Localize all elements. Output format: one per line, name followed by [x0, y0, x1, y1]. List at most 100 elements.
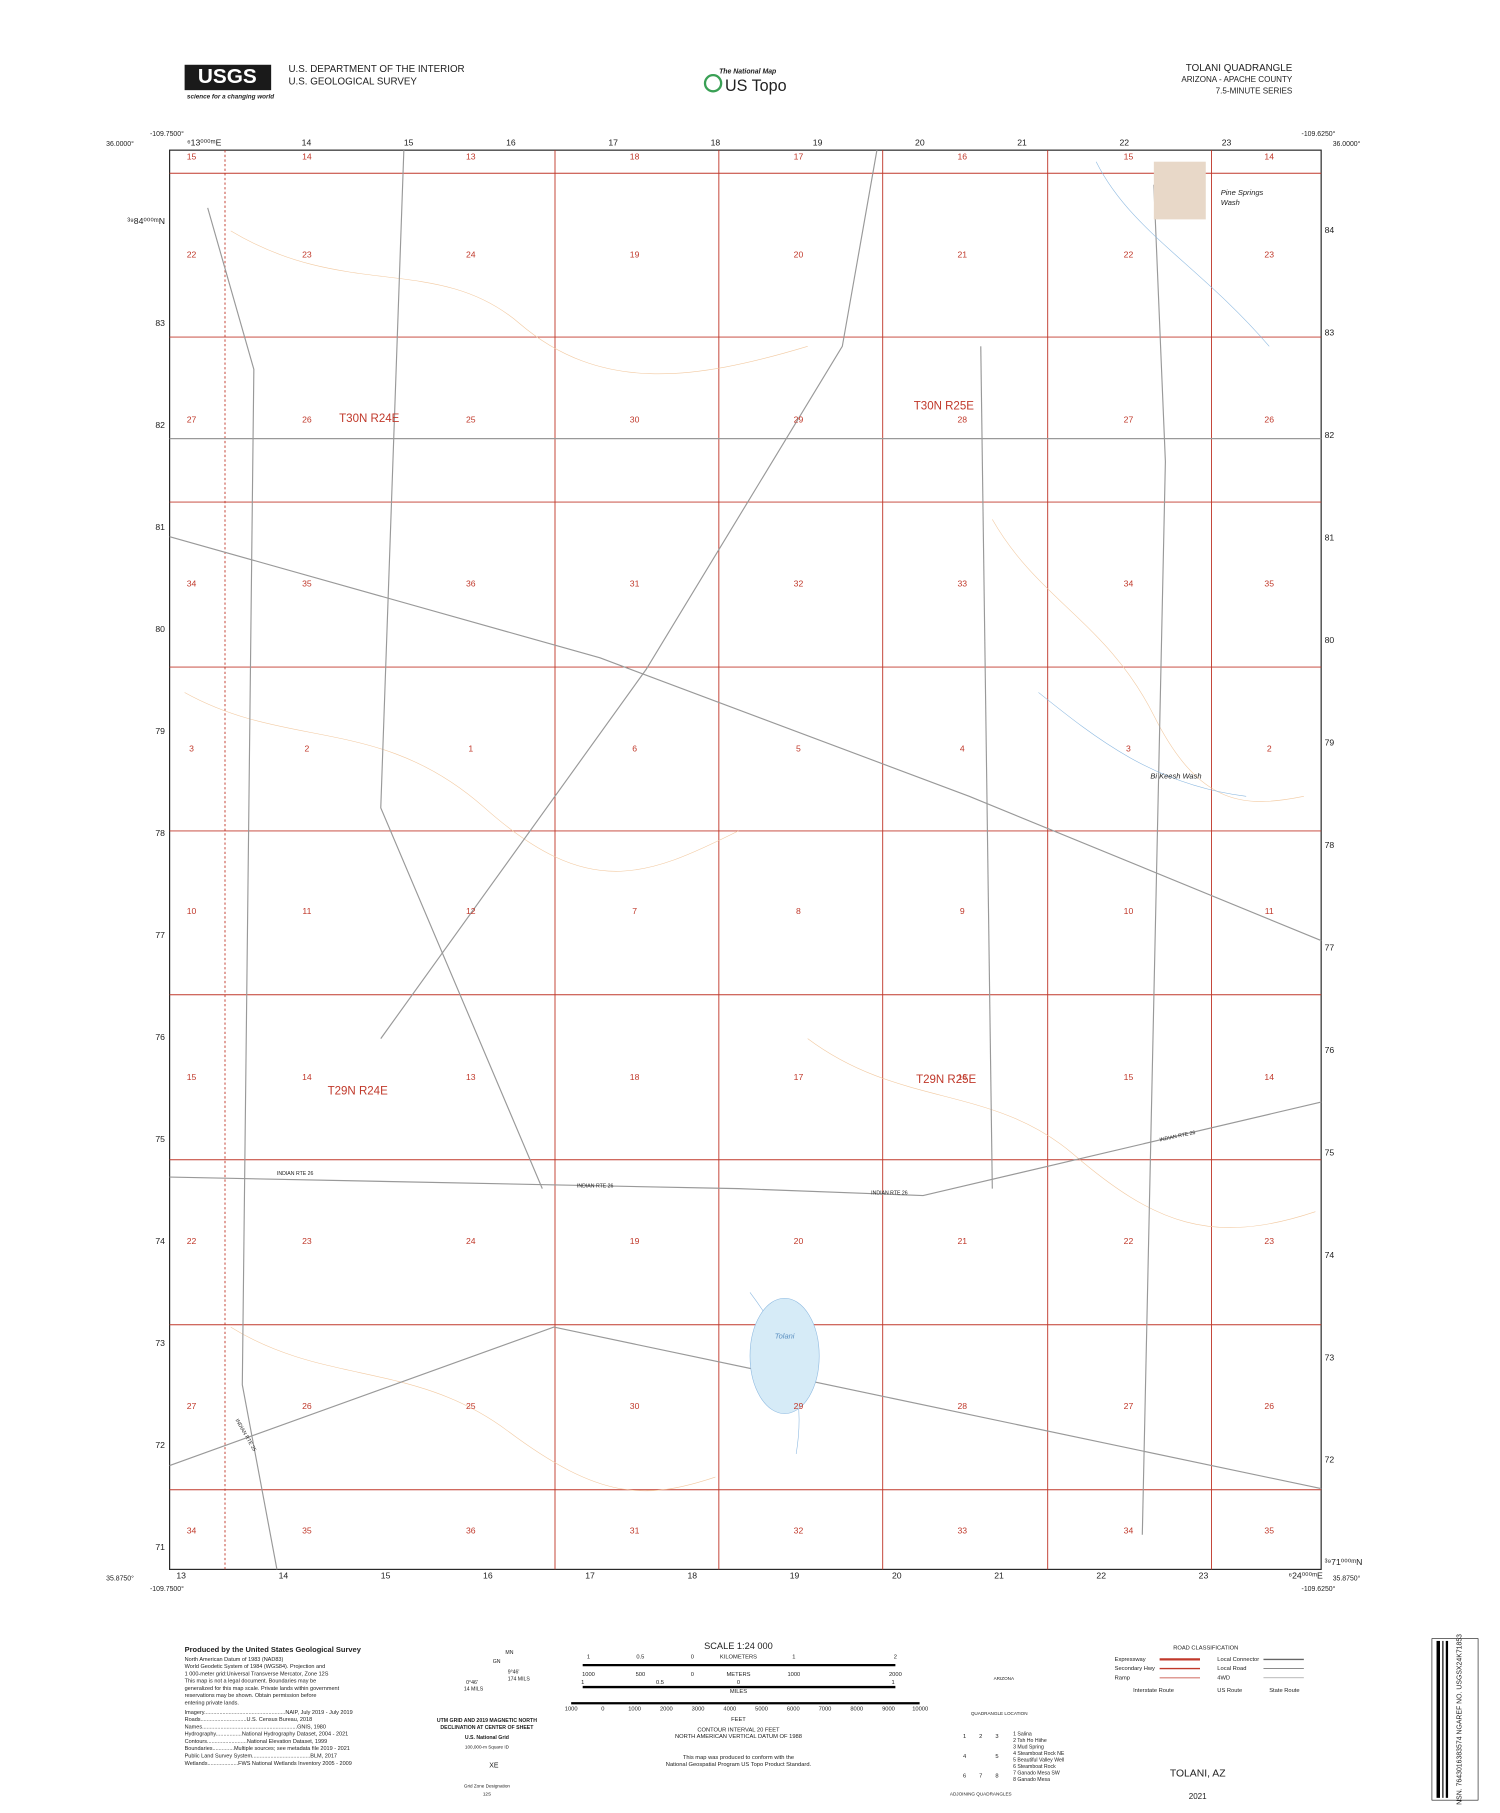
northing-label: 78 [155, 828, 165, 838]
declination: 14 MILS [464, 1687, 484, 1693]
section-number: 14 [1264, 1072, 1274, 1082]
section-number: 16 [957, 151, 967, 161]
easting-label: 14 [302, 138, 312, 148]
road-class: Local Connector [1217, 1657, 1259, 1663]
adjoining-cell: 2 [979, 1734, 982, 1740]
adjoining-cell: 6 [963, 1773, 966, 1779]
adjoining-name: 5 Beautiful Valley Well [1013, 1758, 1064, 1764]
credit: Contours..........................Nation… [185, 1739, 328, 1745]
corner-coord: -109.7500° [150, 130, 184, 138]
easting-label: 13 [176, 1571, 186, 1581]
road-class: Expressway [1115, 1657, 1146, 1663]
section-number: 34 [187, 578, 197, 588]
section-number: 23 [1264, 1236, 1274, 1246]
contour-note: NORTH AMERICAN VERTICAL DATUM OF 1988 [675, 1734, 802, 1740]
scale-number: 6000 [787, 1707, 800, 1713]
section-number: 15 [1124, 151, 1134, 161]
location-state: ARIZONA [994, 1676, 1015, 1681]
road-class: 4WD [1217, 1675, 1230, 1681]
section-number: 27 [187, 414, 197, 424]
adjoining-cell: 7 [979, 1773, 982, 1779]
section-number: 35 [302, 578, 312, 588]
section-number: 23 [302, 1236, 312, 1246]
northing-label: 77 [155, 930, 165, 940]
section-number: 15 [187, 151, 197, 161]
section-number: 2 [305, 743, 310, 753]
section-number: 27 [1124, 414, 1134, 424]
adjoining-cell: 3 [995, 1734, 998, 1740]
usng: XE [489, 1762, 499, 1769]
barcode-text: NSN. 7643016383574 NGAREF NO. USGSX24K71… [1456, 1634, 1463, 1805]
section-number: 11 [1265, 906, 1274, 916]
scale-number: 1000 [565, 1707, 578, 1713]
section-number: 35 [1264, 578, 1274, 588]
ustopo-logo [703, 73, 723, 93]
section-number: 23 [1264, 249, 1274, 259]
scale-number: 2000 [889, 1672, 902, 1678]
usgs-logo-box [184, 64, 272, 91]
road-class: Secondary Hwy [1115, 1666, 1155, 1672]
scale-number: 500 [636, 1672, 646, 1678]
note: This map is not a legal document. Bounda… [185, 1679, 317, 1685]
declination: MN [505, 1650, 513, 1656]
section-number: 31 [630, 578, 640, 588]
easting-label: 23 [1199, 1571, 1209, 1581]
section-number: 28 [957, 1401, 967, 1411]
logo: USGS [198, 65, 257, 88]
section-number: 34 [187, 1526, 197, 1536]
adjoining-name: 1 Salina [1013, 1732, 1032, 1738]
scale-number: 5000 [755, 1707, 768, 1713]
section-number: 18 [630, 151, 640, 161]
scale-number: 1000 [787, 1672, 800, 1678]
credit: Roads..............................U.S. … [185, 1717, 313, 1723]
scale-number: 1000 [628, 1707, 641, 1713]
section-number: 1 [468, 743, 473, 753]
northing-label: 83 [155, 318, 165, 328]
roads [169, 150, 1322, 1570]
northing-label: 79 [1325, 738, 1335, 748]
section-number: 14 [1264, 151, 1274, 161]
easting-label: 14 [279, 1571, 289, 1581]
section-number: 32 [794, 578, 804, 588]
northing-label: ³⁹84⁰⁰⁰ᵐN [127, 216, 165, 226]
scale-unit: MILES [730, 1689, 747, 1695]
scale-title: SCALE 1:24 000 [704, 1641, 773, 1651]
corner-coord: 36.0000° [1333, 140, 1361, 148]
section-number: 21 [957, 1236, 967, 1246]
township-label: T29N R24E [328, 1086, 388, 1098]
corner-coord: 35.8750° [1333, 1574, 1361, 1582]
road-shield-label: US Route [1217, 1688, 1242, 1694]
easting-label: 15 [404, 138, 414, 148]
northing-label: 73 [1325, 1352, 1335, 1362]
place-name: Bi Keesh Wash [1150, 772, 1201, 781]
easting-label: 22 [1119, 138, 1129, 148]
corner-coord: 36.0000° [106, 140, 134, 148]
scale-number: 1 [792, 1655, 795, 1661]
scale-number: 1 [891, 1680, 894, 1686]
easting-label: 19 [813, 138, 823, 148]
quad-name: TOLANI, AZ [1170, 1768, 1226, 1779]
note: 1 000-meter grid:Universal Transverse Me… [185, 1671, 329, 1677]
note: North American Datum of 1983 (NAD83) [185, 1657, 284, 1663]
section-number: 14 [302, 151, 312, 161]
map-frame [169, 149, 1322, 1570]
section-number: 29 [794, 414, 804, 424]
scale-number: 0 [601, 1707, 604, 1713]
declination: 9°46' [508, 1669, 520, 1675]
section-number: 35 [1264, 1526, 1274, 1536]
agency: U.S. DEPARTMENT OF THE INTERIOR [288, 64, 464, 75]
quad-title: TOLANI QUADRANGLE [1186, 63, 1293, 74]
section-number: 20 [794, 1236, 804, 1246]
credit: Public Land Survey System...............… [185, 1754, 337, 1760]
section-number: 32 [794, 1526, 804, 1536]
northing-label: 82 [1325, 430, 1335, 440]
section-number: 3 [1126, 743, 1131, 753]
section-number: 22 [187, 1236, 197, 1246]
section-number: 10 [1124, 906, 1134, 916]
adjoining-name: 6 Steamboat Rock [1013, 1764, 1056, 1770]
section-number: 17 [794, 1072, 804, 1082]
section-number: 18 [630, 1072, 640, 1082]
section-number: 34 [1124, 578, 1134, 588]
road-class: Ramp [1115, 1675, 1130, 1681]
